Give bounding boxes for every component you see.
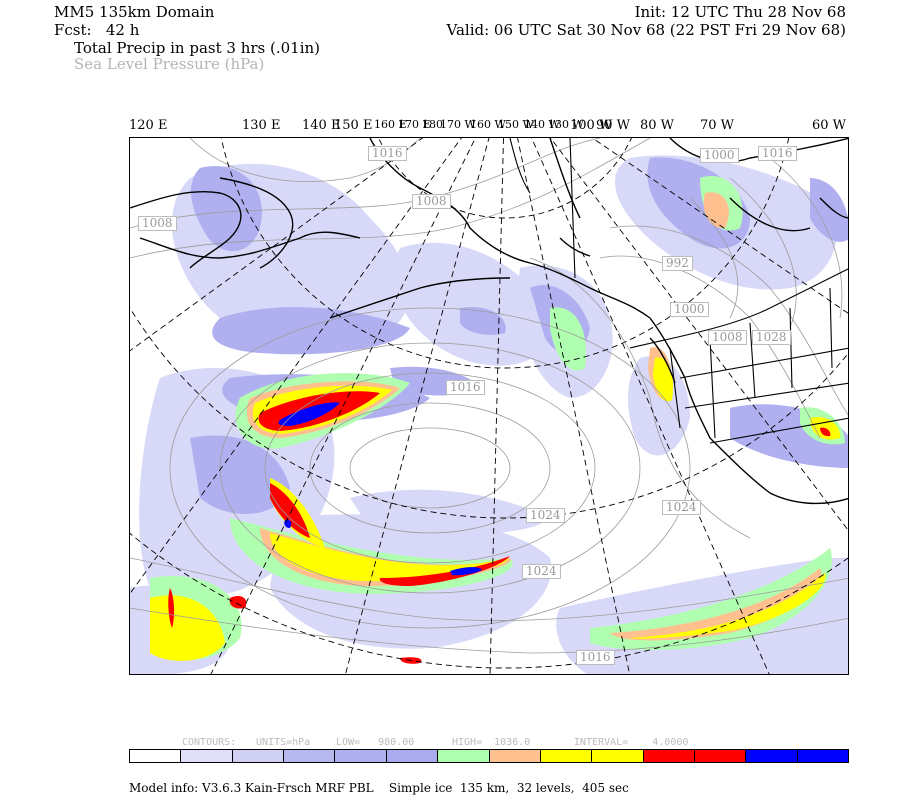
- isobar-label: 1024: [662, 500, 701, 515]
- colorbar-cell: [489, 750, 541, 762]
- precip-colorbar: [129, 749, 849, 763]
- colorbar-cell: [746, 750, 798, 762]
- contour-low: LOW= 980.00: [336, 737, 415, 748]
- political-borders: [509, 138, 848, 444]
- contour-units: UNITS=hPa: [256, 737, 311, 748]
- colorbar-cell: [386, 750, 439, 762]
- colorbar-cell: [335, 750, 387, 762]
- lon-label: 140 E: [302, 118, 341, 133]
- colorbar-cell: [540, 750, 593, 762]
- lon-label: 120 E: [129, 118, 168, 133]
- contour-label: CONTOURS:: [182, 737, 237, 748]
- lon-label: 90 W: [596, 118, 631, 133]
- isobar-label: 1024: [522, 564, 561, 579]
- map-canvas: [130, 138, 848, 674]
- isobar-label: 1016: [368, 146, 407, 161]
- colorbar-cell: [181, 750, 233, 762]
- isobar-label: 1000: [670, 302, 709, 317]
- lon-label: 160 E: [374, 118, 407, 131]
- lat-lon-grid: [130, 138, 848, 674]
- colorbar-cell: [232, 750, 285, 762]
- init-time: Init: 12 UTC Thu 28 Nov 68: [634, 3, 846, 21]
- lon-label: 180: [422, 118, 443, 131]
- isobar-label: 1008: [708, 330, 747, 345]
- colorbar-cell: [797, 750, 849, 762]
- isobar-label: 1016: [446, 380, 485, 395]
- lon-label: 150 W: [498, 118, 534, 131]
- coastlines: [130, 138, 848, 505]
- map-panel: 1016 1008 1008 1000 1016 992 1000 1008 1…: [129, 137, 849, 675]
- lon-label: 80 W: [640, 118, 675, 133]
- lon-label: 60 W: [812, 118, 847, 133]
- isobar-label: 1024: [526, 508, 565, 523]
- isobar-label: 1028: [752, 330, 791, 345]
- colorbar-cell: [438, 750, 490, 762]
- valid-time: Valid: 06 UTC Sat 30 Nov 68 (22 PST Fri …: [446, 21, 846, 39]
- lon-label: 70 W: [700, 118, 735, 133]
- model-info: Model info: V3.6.3 Kain-Frsch MRF PBL Si…: [129, 781, 629, 795]
- field-precip-label: Total Precip in past 3 hrs (.01in): [74, 39, 321, 57]
- contour-interval: INTERVAL= 4.0000: [574, 737, 689, 748]
- isobar-label: 1000: [700, 148, 739, 163]
- lon-label: 140 W: [524, 118, 560, 131]
- lon-label: 170 W: [440, 118, 476, 131]
- colorbar-cell: [592, 750, 644, 762]
- precip-blue-areas: [278, 402, 482, 576]
- colorbar-cell: [643, 750, 695, 762]
- isobar-label: 1008: [138, 216, 177, 231]
- isobar-label: 992: [662, 256, 693, 271]
- lon-label: 170 E: [398, 118, 431, 131]
- field-slp-label: Sea Level Pressure (hPa): [74, 55, 265, 73]
- lon-label: 100 W: [570, 118, 613, 133]
- lon-label: 130 W: [548, 118, 584, 131]
- lon-label: 130 E: [242, 118, 281, 133]
- isobar-label: 1008: [412, 194, 451, 209]
- isobar-label: 1016: [576, 650, 615, 665]
- colorbar-cell: [284, 750, 336, 762]
- colorbar-cell: [130, 750, 182, 762]
- isobar-label: 1016: [758, 146, 797, 161]
- lon-label: 150 E: [334, 118, 373, 133]
- forecast-hour: Fcst: 42 h: [54, 21, 140, 39]
- contour-high: HIGH= 1036.0: [452, 737, 531, 748]
- colorbar-cell: [694, 750, 747, 762]
- domain-title: MM5 135km Domain: [54, 3, 215, 21]
- lon-label: 160 W: [470, 118, 506, 131]
